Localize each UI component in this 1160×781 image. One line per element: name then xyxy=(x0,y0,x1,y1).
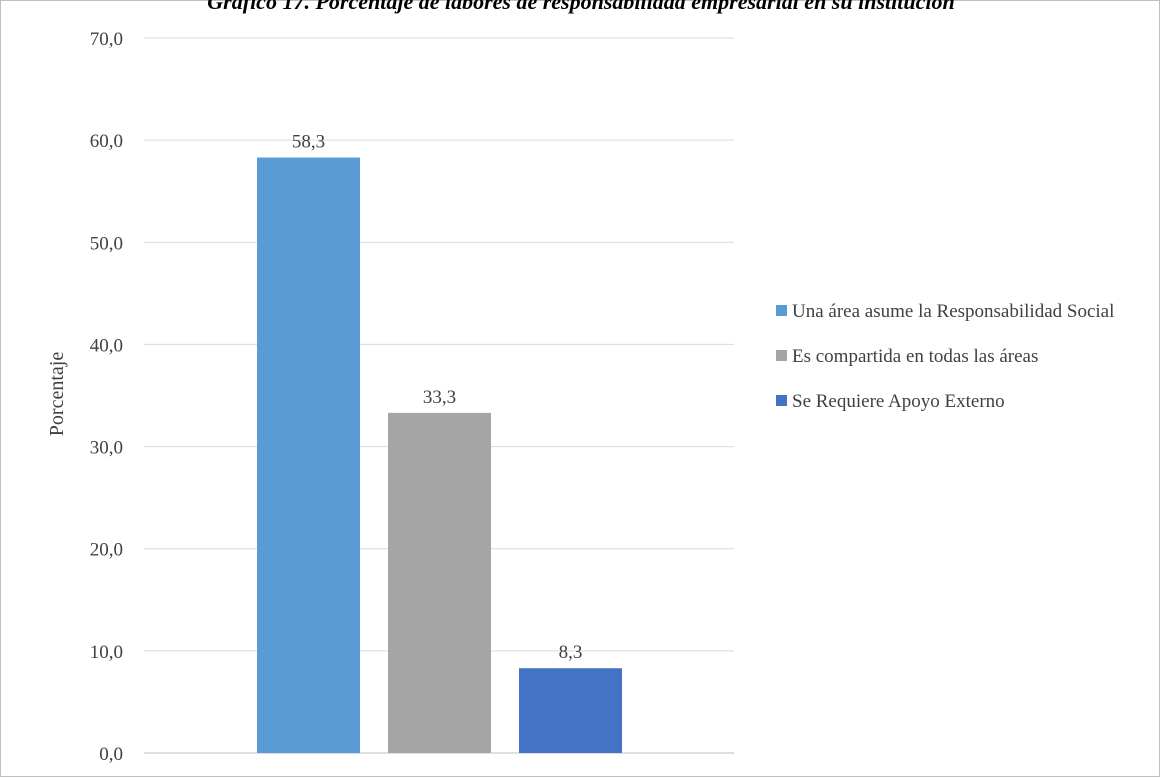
bar-value-label: 58,3 xyxy=(292,132,325,153)
chart-title: Gráfico 17. Porcentaje de labores de res… xyxy=(207,0,955,14)
legend-item: Se Requiere Apoyo Externo xyxy=(776,389,1146,414)
y-tick-label: 50,0 xyxy=(90,233,123,254)
bar-value-label: 8,3 xyxy=(559,642,583,663)
legend-swatch xyxy=(776,395,787,406)
legend-swatch xyxy=(776,350,787,361)
bar xyxy=(388,412,491,753)
bar-value-label: 33,3 xyxy=(423,387,456,408)
y-tick-label: 0,0 xyxy=(99,744,123,765)
y-axis-label: Porcentaje xyxy=(46,352,68,437)
legend-swatch xyxy=(776,305,787,316)
y-tick-label: 60,0 xyxy=(90,131,123,152)
y-tick-label: 10,0 xyxy=(90,642,123,663)
legend: Una área asume la Responsabilidad Social… xyxy=(776,299,1146,434)
legend-label: Una área asume la Responsabilidad Social xyxy=(792,301,1115,322)
legend-item: Es compartida en todas las áreas xyxy=(776,344,1146,369)
y-tick-label: 20,0 xyxy=(90,540,123,561)
y-tick-label: 30,0 xyxy=(90,438,123,459)
legend-item: Una área asume la Responsabilidad Social xyxy=(776,299,1146,324)
legend-label: Se Requiere Apoyo Externo xyxy=(792,391,1005,412)
bar xyxy=(519,668,622,753)
bar xyxy=(257,157,360,753)
y-tick-label: 40,0 xyxy=(90,335,123,356)
legend-label: Es compartida en todas las áreas xyxy=(792,346,1039,367)
y-tick-label: 70,0 xyxy=(90,29,123,50)
